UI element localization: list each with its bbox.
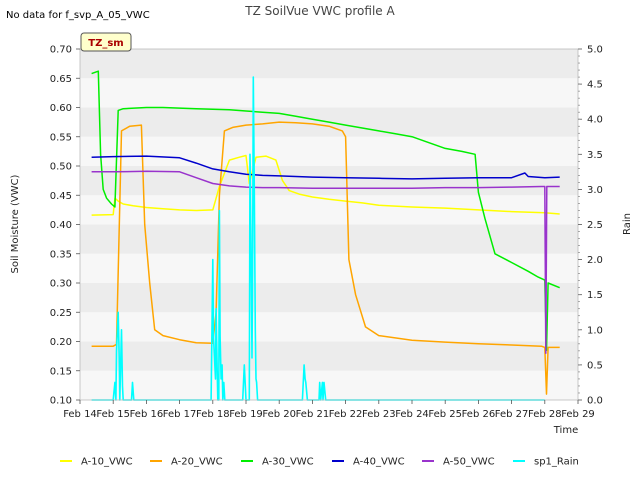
y2-tick-label: 4.5 — [587, 80, 603, 91]
legend-label: A-30_VWC — [262, 457, 314, 468]
background-band — [80, 224, 578, 254]
x-tick-label: Feb 16 — [130, 409, 164, 420]
legend-label: A-40_VWC — [353, 457, 405, 468]
x-tick-label: Feb 17 — [163, 409, 197, 420]
background-band — [80, 370, 578, 400]
series-line-a-50-vwc — [91, 170, 560, 354]
station-badge-label: TZ_sm — [88, 38, 123, 49]
legend-label: sp1_Rain — [534, 457, 579, 468]
x-tick-label: Feb 29 — [561, 409, 595, 420]
background-band — [80, 195, 578, 225]
y2-tick-label: 0.5 — [587, 360, 603, 371]
no-data-note: No data for f_svp_A_05_VWC — [6, 10, 150, 21]
axes: Feb 14 Feb 15 Feb 16 Feb 17 Feb 18 Feb 19 Feb … — [50, 45, 603, 421]
series-line-a-30-vwc — [91, 70, 560, 352]
background-band — [80, 136, 578, 166]
background-band — [80, 166, 578, 196]
y-tick-label: 0.20 — [50, 337, 72, 348]
y-tick-label: 0.55 — [50, 132, 72, 143]
background-band — [80, 78, 578, 108]
legend: A-10_VWC A-20_VWC A-30_VWC A-40_VWC A-50_VWC… — [60, 457, 579, 468]
background-band — [80, 312, 578, 342]
y-tick-label: 0.45 — [50, 191, 72, 202]
background-band — [80, 283, 578, 313]
y2-tick-label: 1.5 — [587, 290, 603, 301]
y-tick-label: 0.35 — [50, 249, 72, 260]
x-tick-label: Feb 28 — [528, 409, 562, 420]
y-tick-label: 0.60 — [50, 103, 72, 114]
background-band — [80, 341, 578, 371]
legend-label: A-10_VWC — [81, 457, 133, 468]
x-tick-label: Feb 26 — [462, 409, 496, 420]
y2-tick-label: 3.0 — [587, 185, 603, 196]
x-tick-label: Feb 14 — [63, 409, 97, 420]
y-tick-label: 0.50 — [50, 162, 72, 173]
background-bands — [80, 49, 578, 400]
x-tick-label: Feb 21 — [296, 409, 330, 420]
x-tick-label: Feb 22 — [329, 409, 363, 420]
y-tick-label: 0.10 — [50, 396, 72, 407]
y2-tick-label: 2.5 — [587, 220, 603, 231]
y2-tick-label: 2.0 — [587, 255, 603, 266]
x-axis-title: Time — [553, 425, 578, 436]
x-tick-label: Feb 24 — [395, 409, 429, 420]
y2-tick-label: 5.0 — [587, 45, 603, 56]
legend-label: A-50_VWC — [443, 457, 495, 468]
y2-tick-label: 4.0 — [587, 115, 603, 126]
x-tick-label: Feb 15 — [96, 409, 130, 420]
y-tick-label: 0.40 — [50, 220, 72, 231]
x-tick-label: Feb 18 — [196, 409, 230, 420]
x-tick-label: Feb 23 — [362, 409, 396, 420]
background-band — [80, 49, 578, 79]
x-tick-label: Feb 20 — [262, 409, 296, 420]
station-badge: TZ_sm — [80, 32, 132, 52]
series-line-a-40-vwc — [91, 155, 560, 180]
y2-tick-label: 0.0 — [587, 396, 603, 407]
x-tick-label: Feb 25 — [428, 409, 462, 420]
chart-title: TZ SoilVue VWC profile A — [244, 4, 395, 18]
y2-axis-title: Rain — [622, 213, 633, 235]
series-line-a-20-vwc — [91, 121, 560, 395]
legend-label: A-20_VWC — [171, 457, 223, 468]
y-tick-label: 0.15 — [50, 366, 72, 377]
y-tick-label: 0.70 — [50, 45, 72, 56]
y2-tick-label: 1.0 — [587, 325, 603, 336]
y-tick-label: 0.65 — [50, 74, 72, 85]
y2-tick-label: 3.5 — [587, 150, 603, 161]
x-tick-label: Feb 19 — [229, 409, 263, 420]
x-tick-label: Feb 27 — [495, 409, 529, 420]
y-axis-title: Soil Moisture (VWC) — [10, 174, 21, 273]
y-tick-label: 0.25 — [50, 308, 72, 319]
series-line-a-10-vwc — [91, 154, 560, 216]
background-band — [80, 253, 578, 283]
y-tick-label: 0.30 — [50, 279, 72, 290]
